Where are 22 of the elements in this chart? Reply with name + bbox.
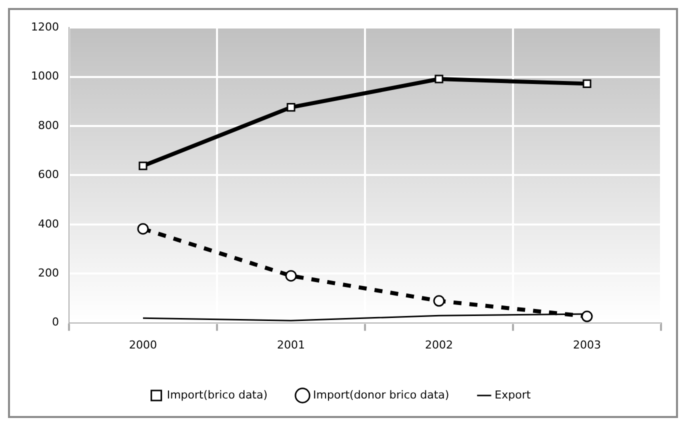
y-tick-label: 1000 [30, 70, 59, 83]
point [138, 162, 148, 170]
y-tick-label: 1200 [30, 20, 59, 34]
y-tick-label: 0 [52, 316, 59, 329]
point [582, 79, 592, 88]
legend-label: Import(brico data) [166, 388, 268, 402]
x-tick-label: 2003 [573, 338, 601, 352]
y-tick-label: 200 [38, 266, 59, 280]
point [581, 310, 593, 322]
legend-label: Export [494, 388, 532, 402]
y-tick-label: 600 [38, 168, 59, 182]
point [286, 103, 296, 112]
point [434, 74, 444, 84]
y-tick-label: 400 [38, 217, 59, 230]
x-tick-label: 2002 [425, 338, 453, 352]
point [285, 270, 297, 282]
point [137, 223, 149, 235]
legend-label: Import(donor brico data) [313, 388, 450, 402]
x-tick-label: 2001 [276, 338, 305, 352]
y-tick-label: 800 [38, 118, 59, 132]
point [433, 295, 445, 307]
x-tick-label: 2000 [128, 338, 157, 352]
